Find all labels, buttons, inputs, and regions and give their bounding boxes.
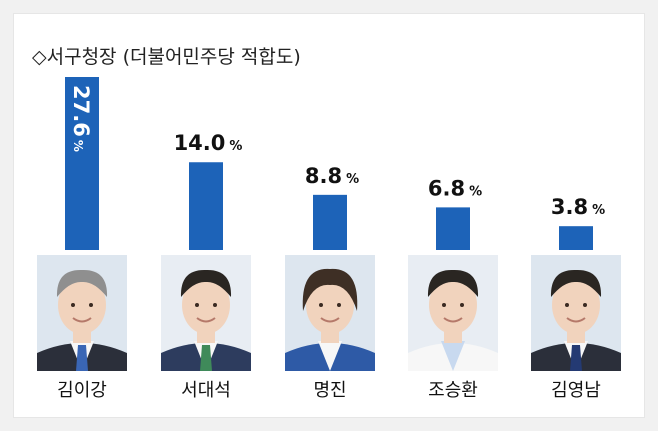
category-label-4: 조승환 — [428, 380, 478, 401]
bar-1 — [65, 77, 99, 250]
bar-2 — [189, 162, 223, 250]
candidate-photo-2 — [161, 255, 251, 371]
category-label-1: 김이강 — [57, 380, 107, 401]
value-label-3: 8.8% — [305, 164, 359, 188]
candidate-photo-1 — [37, 255, 127, 371]
category-label-5: 김영남 — [551, 380, 601, 401]
value-label-4: 6.8% — [428, 176, 482, 200]
chart-title: ◇서구청장 (더불어민주당 적합도) — [32, 46, 301, 68]
value-label-2: 14.0% — [174, 131, 243, 155]
candidate-photo-3 — [285, 255, 375, 371]
value-label-5: 3.8% — [551, 195, 605, 219]
bar-4 — [436, 207, 470, 250]
category-label-3: 명진 — [313, 380, 346, 401]
candidate-photo-4 — [408, 255, 498, 371]
bar-5 — [559, 226, 593, 250]
bar-3 — [313, 194, 347, 250]
candidate-photo-5 — [531, 255, 621, 371]
category-label-2: 서대석 — [181, 380, 231, 401]
